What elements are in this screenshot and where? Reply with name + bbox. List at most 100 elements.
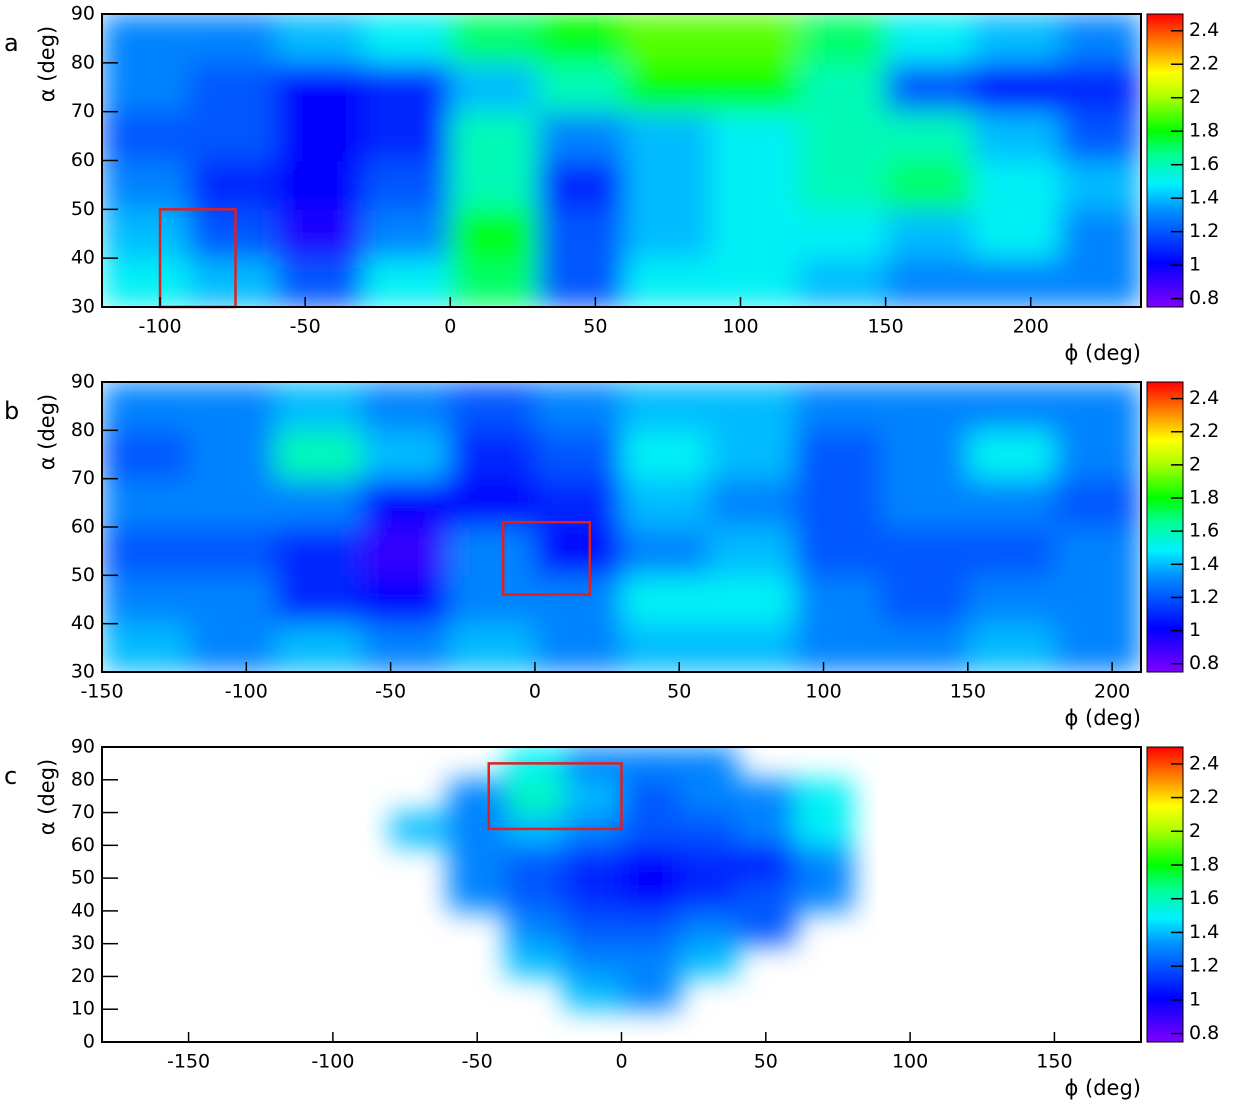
heat-cell [102,382,190,431]
heat-cell [708,430,796,480]
heat-cell [736,910,796,945]
highlight-box [487,762,623,831]
colorbar-tick-label: 2 [1189,86,1201,108]
x-axis-title: ϕ (deg) [1065,1076,1142,1100]
heat-cell [711,111,800,161]
heat-cell [679,747,738,781]
y-tick-label: 20 [71,965,95,987]
heat-cell [798,111,887,161]
heat-cell [881,478,969,528]
heat-cell [102,209,190,259]
heat-cell [537,258,625,307]
heat-cell [102,160,190,210]
heat-cell [798,209,887,259]
heat-cell [534,430,622,480]
heat-cell [794,527,882,576]
y-tick-label: 10 [71,998,95,1020]
heat-cell [506,845,565,879]
heat-cell [1054,527,1141,576]
heat-cell [881,623,969,672]
x-tick-label: 50 [667,681,691,703]
y-tick-label: 60 [71,149,95,171]
y-tick-label: 90 [71,371,95,393]
heat-cell [621,779,680,814]
heat-cell [1059,209,1141,259]
heat-cell [506,910,565,945]
x-tick-label: -50 [290,316,321,338]
colorbar-tick-label: 1.6 [1189,153,1219,175]
heat-cell [563,976,622,1010]
heat-cell [972,160,1061,210]
heat-cell [448,430,536,480]
heat-cell [448,478,536,528]
heatmap-cells [102,14,1141,307]
heat-cell [967,623,1055,672]
heat-cell [621,976,680,1010]
heat-cell [276,14,364,64]
heat-cell [679,779,738,814]
heat-cell [102,623,190,672]
heat-cell [1059,258,1141,307]
heat-cell [736,812,796,846]
heat-cell [972,14,1061,64]
heat-cell [363,160,451,210]
heat-cell [275,430,363,480]
heat-cell [275,527,363,576]
heat-cell [881,430,969,480]
heat-cell [621,812,680,846]
heat-cell [1059,14,1141,64]
heat-cell [794,382,882,431]
heat-cell [188,478,276,528]
heat-cell [537,160,625,210]
x-tick-label: 150 [1036,1051,1072,1073]
heat-cell [711,258,800,307]
heat-cell [794,623,882,672]
heat-cell [102,430,190,480]
heat-cell [621,943,680,977]
panel: -150 -100 -50 0 50 100 150 200 30 40 50 60 70 80 90 ϕ (… [4,371,1219,731]
colorbar [1146,381,1184,673]
colorbar-tick-label: 1 [1189,619,1201,641]
colorbar-tick-label: 1.6 [1189,887,1219,909]
heat-cell [1059,111,1141,161]
heat-cell [363,258,451,307]
x-tick-label: 150 [950,681,986,703]
heat-cell [1054,623,1141,672]
heat-cell [361,623,449,672]
heat-cell [885,62,974,113]
x-axis-title: ϕ (deg) [1065,706,1142,730]
heat-cell [563,779,622,814]
colorbar-tick-label: 1.4 [1189,553,1219,575]
y-tick-label: 50 [71,564,95,586]
heat-cell [450,209,538,259]
y-tick-label: 80 [71,768,95,790]
heat-cell [363,14,451,64]
heatmap [102,14,1141,307]
heat-cell [275,478,363,528]
heat-cell [967,430,1055,480]
heat-cell [679,910,738,945]
heat-cell [885,160,974,210]
heat-cell [881,382,969,431]
heat-cell [794,575,882,625]
colorbar-tick-label: 0.8 [1189,287,1219,309]
x-tick-label: 50 [754,1051,778,1073]
x-tick-label: 100 [722,316,758,338]
heat-cell [102,478,190,528]
x-tick-label: -50 [375,681,406,703]
x-tick-label: 200 [1094,681,1130,703]
heat-cell [621,478,709,528]
colorbar-tick-label: 0.8 [1189,1022,1219,1044]
colorbar-tick-label: 2.4 [1189,752,1219,774]
heat-cell [448,779,507,814]
heat-cell [534,478,622,528]
heat-cell [276,209,364,259]
heat-cell [624,258,712,307]
x-tick-label: 50 [583,316,607,338]
x-tick-label: 0 [444,316,456,338]
colorbar-tick-label: 2.2 [1189,53,1219,75]
heat-cell [798,160,887,210]
colorbar-tick-label: 1 [1189,988,1201,1010]
heat-cell [390,812,449,846]
heat-cell [794,478,882,528]
